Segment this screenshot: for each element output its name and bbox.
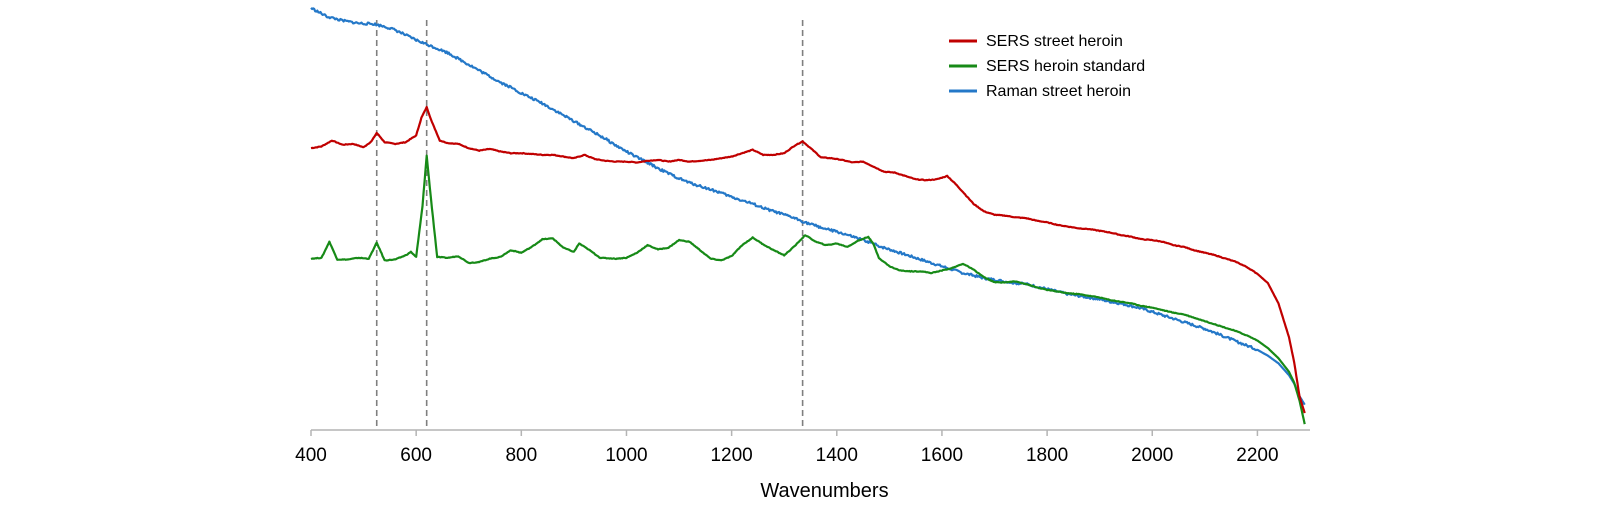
series-line (310, 7, 1306, 406)
x-tick-label: 600 (400, 445, 432, 466)
x-tick-label: 1600 (921, 445, 963, 466)
x-tick-label: 2000 (1131, 445, 1173, 466)
series-layer (310, 7, 1306, 425)
x-tick-label: 1400 (816, 445, 858, 466)
x-tick-label: 1800 (1026, 445, 1068, 466)
x-tick-label: 400 (295, 445, 327, 466)
legend-label: Raman street heroin (986, 83, 1131, 100)
x-tick-label: 1000 (605, 445, 647, 466)
legend: SERS street heroin SERS heroin standard Ra… (949, 33, 1145, 100)
series-line (310, 154, 1306, 425)
series-line (310, 105, 1306, 414)
x-tick-label: 1200 (710, 445, 752, 466)
x-tick-label: 2200 (1236, 445, 1278, 466)
legend-label: SERS street heroin (986, 33, 1123, 50)
x-tick-label: 800 (505, 445, 537, 466)
x-axis-title: Wavenumbers (760, 480, 888, 502)
legend-label: SERS heroin standard (986, 58, 1145, 75)
x-axis-ticks: 400 600 800 1000 1200 1400 1600 1800 2000 2200 (295, 430, 1279, 466)
reference-lines (375, 20, 804, 430)
